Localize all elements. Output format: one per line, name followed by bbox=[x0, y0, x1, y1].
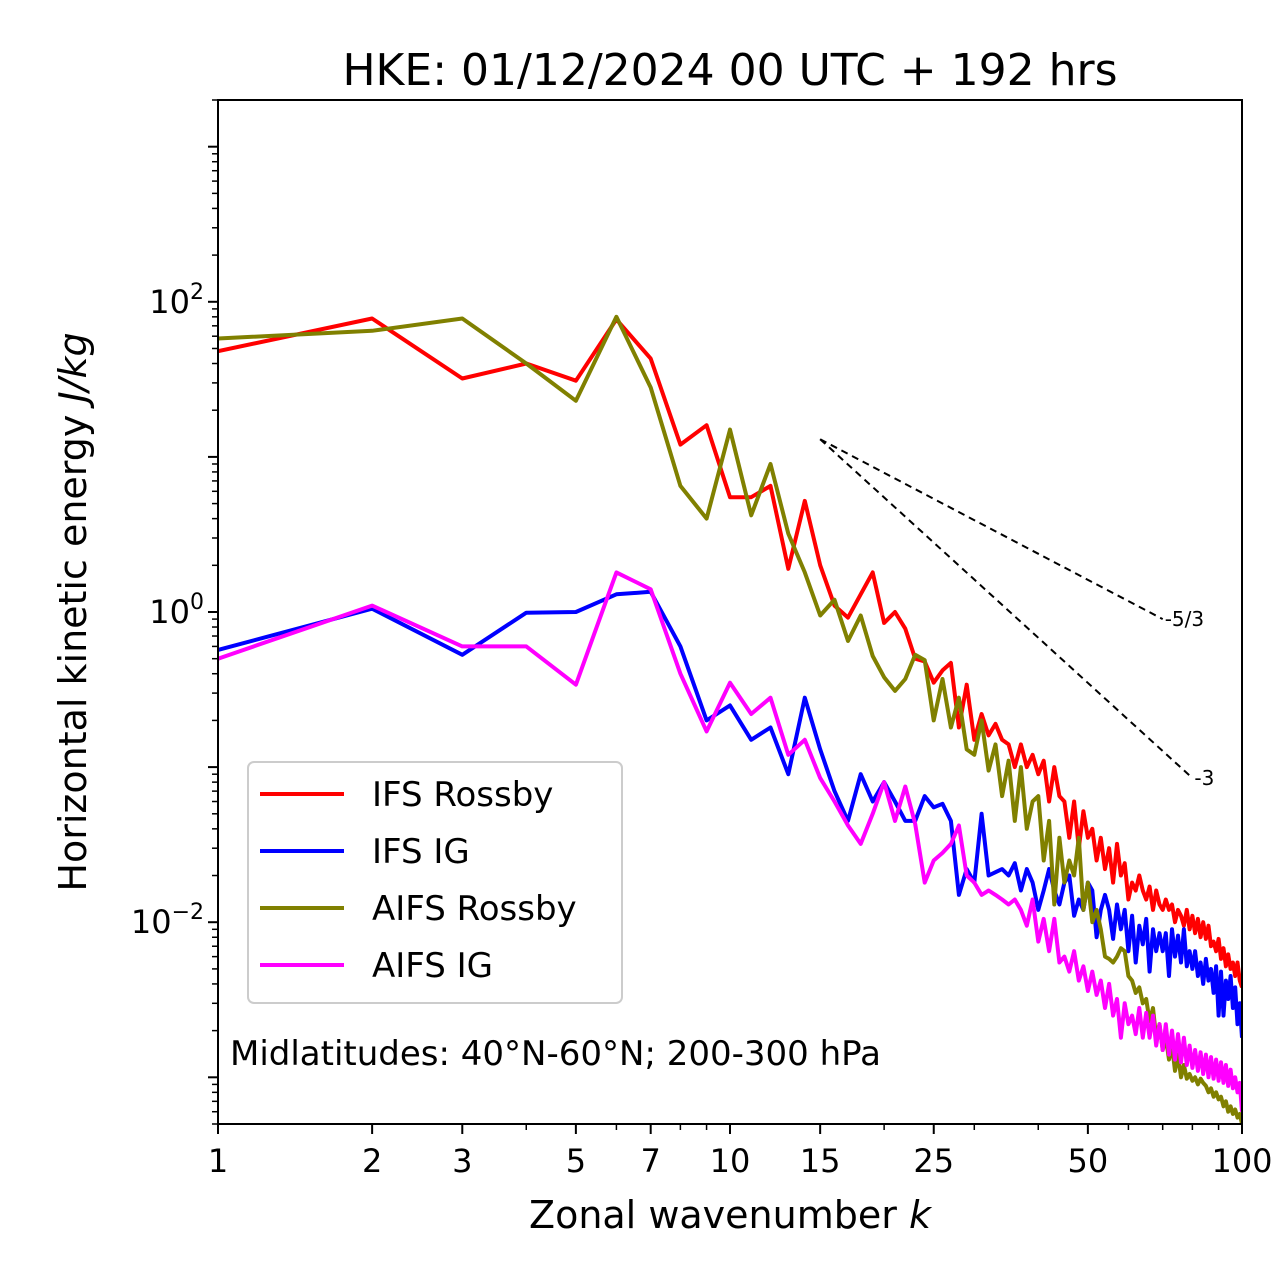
x-tick-label: 1 bbox=[208, 1142, 228, 1180]
x-tick-label: 2 bbox=[362, 1142, 382, 1180]
x-tick-label: 7 bbox=[641, 1142, 661, 1180]
legend-label-2: AIFS Rossby bbox=[372, 889, 577, 929]
y-axis-label-main: Horizontal kinetic energy bbox=[51, 403, 95, 892]
legend-label-0: IFS Rossby bbox=[372, 775, 553, 815]
legend: IFS Rossby IFS IG AIFS Rossby AIFS IG bbox=[247, 761, 623, 1004]
y-axis-label: Horizontal kinetic energy J/kg bbox=[51, 332, 95, 891]
y-tick-label: 10−2 bbox=[131, 900, 204, 941]
x-tick-label: 25 bbox=[913, 1142, 954, 1180]
x-axis-label: Zonal wavenumber k bbox=[529, 1193, 933, 1237]
legend-label-3: AIFS IG bbox=[372, 946, 493, 986]
reference-slope-line-0 bbox=[819, 438, 1164, 620]
reference-slope-label-0: -5/3 bbox=[1165, 607, 1204, 631]
y-tick-label: 102 bbox=[149, 280, 204, 321]
x-tick-label: 15 bbox=[800, 1142, 841, 1180]
x-tick-label: 3 bbox=[452, 1142, 472, 1180]
reference-slope-layer: -5/3 -3 bbox=[819, 438, 1214, 790]
x-tick-label: 50 bbox=[1068, 1142, 1109, 1180]
reference-slope-label-1: -3 bbox=[1194, 766, 1214, 790]
x-tick-label: 100 bbox=[1211, 1142, 1272, 1180]
series-line-0 bbox=[218, 316, 1242, 989]
plot-area: -5/3 -3 bbox=[217, 99, 1243, 1125]
y-tick-label: 100 bbox=[149, 590, 204, 631]
series-line-3 bbox=[218, 570, 1242, 1112]
series-layer bbox=[218, 314, 1242, 1124]
x-tick-label: 10 bbox=[710, 1142, 751, 1180]
y-axis-label-var: J/kg bbox=[51, 332, 95, 409]
region-annotation: Midlatitudes: 40°N-60°N; 200-300 hPa bbox=[230, 1034, 881, 1074]
legend-box bbox=[247, 761, 623, 1004]
x-axis: 1 2 3 5 7 10 15 25 50 100 bbox=[208, 1124, 1273, 1180]
chart-title: HKE: 01/12/2024 00 UTC + 192 hrs bbox=[342, 45, 1117, 96]
x-axis-label-main: Zonal wavenumber bbox=[529, 1193, 909, 1237]
legend-label-1: IFS IG bbox=[372, 832, 470, 872]
y-axis: 102 100 10−2 bbox=[131, 99, 218, 1125]
x-tick-label: 5 bbox=[566, 1142, 586, 1180]
series-line-2 bbox=[218, 314, 1242, 1124]
x-axis-label-var: k bbox=[909, 1193, 933, 1237]
